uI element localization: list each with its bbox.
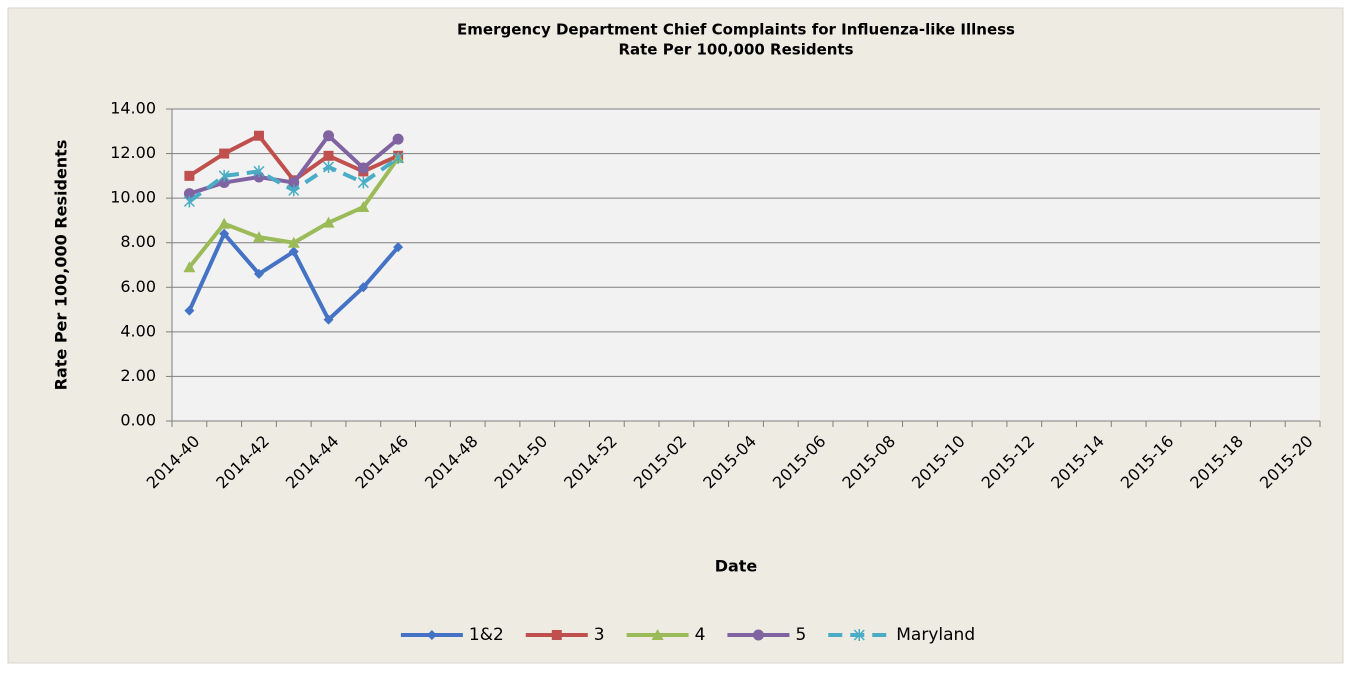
- plot-area: [172, 109, 1320, 421]
- y-tick-label: 6.00: [120, 277, 156, 296]
- marker: [218, 217, 231, 229]
- marker: [218, 169, 230, 182]
- marker: [253, 268, 264, 279]
- marker: [323, 130, 335, 142]
- marker: [393, 242, 404, 253]
- legend-marker: [551, 630, 562, 640]
- marker: [323, 160, 335, 173]
- legend-marker: [651, 629, 664, 640]
- y-tick-label: 10.00: [110, 188, 156, 207]
- legend-marker: [426, 630, 437, 640]
- marker: [184, 305, 195, 316]
- y-tick-label: 12.00: [110, 143, 156, 162]
- marker: [357, 201, 370, 213]
- marker: [288, 177, 300, 189]
- legend-label: 5: [795, 625, 806, 645]
- marker: [183, 195, 195, 208]
- marker: [357, 176, 369, 189]
- legend-label: 4: [695, 625, 706, 645]
- marker: [357, 162, 369, 174]
- marker: [392, 152, 404, 165]
- marker: [219, 148, 230, 159]
- marker: [288, 184, 300, 197]
- marker: [287, 236, 300, 248]
- marker: [253, 165, 265, 178]
- legend-label: Maryland: [896, 625, 975, 645]
- marker: [183, 261, 196, 273]
- y-tick-label: 4.00: [120, 321, 156, 340]
- marker: [323, 314, 334, 325]
- marker: [252, 231, 265, 243]
- marker: [219, 228, 230, 239]
- x-axis-label: Date: [715, 557, 758, 576]
- marker: [323, 150, 334, 161]
- chart-subtitle: Rate Per 100,000 Residents: [618, 41, 853, 59]
- y-tick-label: 2.00: [120, 366, 156, 385]
- marker: [184, 170, 195, 181]
- marker: [183, 188, 195, 200]
- y-tick-label: 8.00: [120, 232, 156, 251]
- marker: [218, 177, 230, 189]
- y-tick-label: 0.00: [120, 411, 156, 430]
- marker: [358, 282, 369, 293]
- marker: [392, 133, 404, 145]
- legend-marker: [853, 629, 865, 641]
- marker: [253, 130, 264, 141]
- legend-label: 3: [594, 625, 605, 645]
- chart-title: Emergency Department Chief Complaints fo…: [457, 21, 1015, 39]
- legend-label: 1&2: [469, 625, 504, 645]
- marker: [322, 216, 335, 228]
- legend-marker: [752, 629, 764, 641]
- marker: [288, 246, 299, 257]
- y-tick-label: 14.00: [110, 99, 156, 118]
- y-axis-label: Rate Per 100,000 Residents: [52, 140, 71, 391]
